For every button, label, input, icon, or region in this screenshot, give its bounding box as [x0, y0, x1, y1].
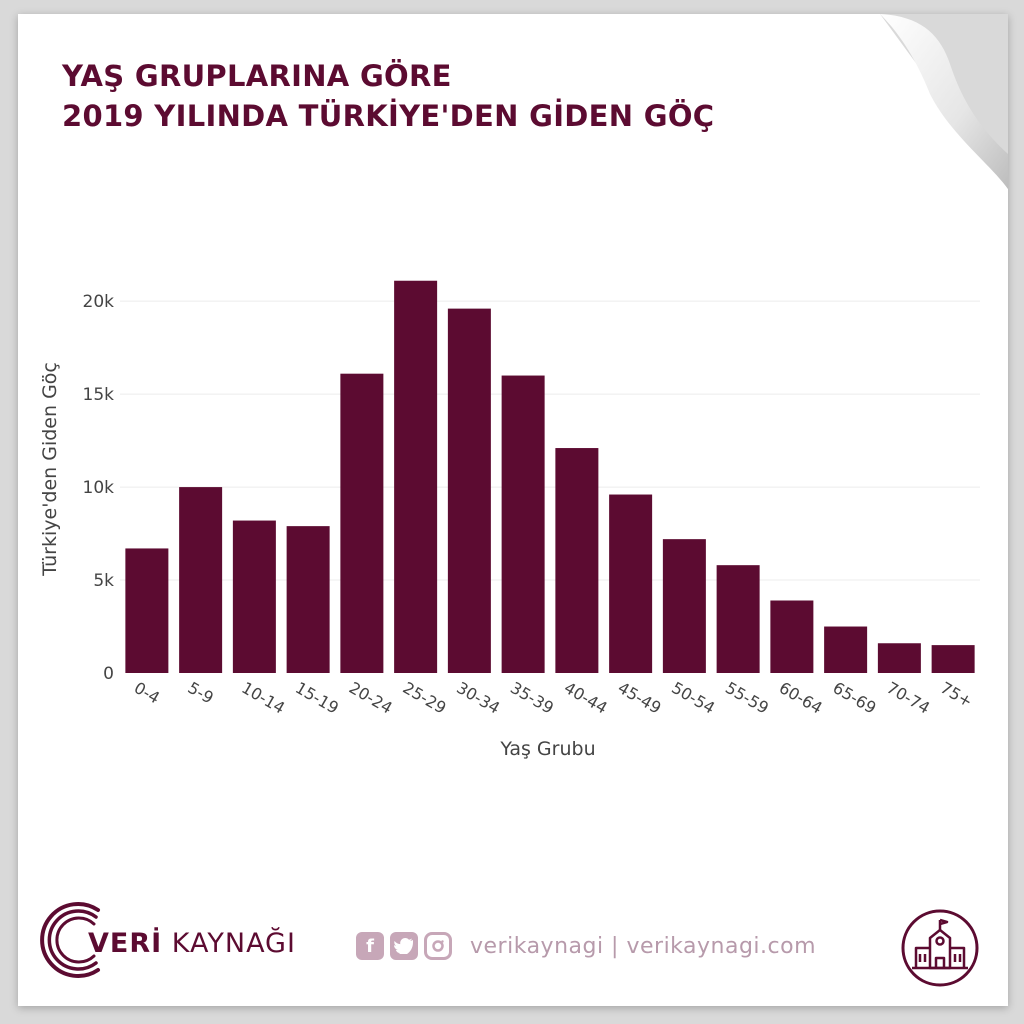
chart-title-line-1: YAŞ GRUPLARINA GÖRE	[62, 59, 452, 93]
x-tick-label: 10-14	[238, 678, 288, 718]
x-tick-label: 40-44	[561, 678, 611, 718]
bar-5-9[interactable]	[179, 487, 223, 673]
bar-10-14[interactable]	[232, 520, 276, 673]
y-tick-label: 15k	[83, 385, 115, 405]
x-tick-label: 45-49	[615, 678, 665, 718]
y-tick-label: 10k	[83, 478, 115, 498]
bar-60-64[interactable]	[770, 600, 814, 673]
bar-35-39[interactable]	[501, 375, 545, 673]
y-axis-label: Türkiye'den Giden Göç	[39, 362, 61, 577]
x-tick-label: 35-39	[507, 678, 557, 718]
bar-75+[interactable]	[931, 645, 975, 673]
x-tick-label: 55-59	[722, 678, 772, 718]
y-tick-label: 20k	[83, 292, 115, 312]
bar-70-74[interactable]	[877, 643, 921, 673]
y-tick-label: 5k	[93, 571, 114, 591]
x-tick-label: 20-24	[346, 678, 396, 718]
x-tick-label: 50-54	[668, 678, 718, 718]
bar-15-19[interactable]	[286, 526, 330, 673]
x-tick-label: 65-69	[830, 678, 880, 718]
y-axis-ticks: 0 5k 10k 15k 20k	[83, 292, 115, 684]
bar-40-44[interactable]	[555, 448, 599, 673]
bar-30-34[interactable]	[447, 308, 491, 673]
bar-50-54[interactable]	[662, 539, 706, 673]
x-axis-ticks: 0-4 5-9 10-14 15-19 20-24 25-29 30-34 35-39 40-4…	[131, 678, 976, 718]
x-tick-label: 15-19	[292, 678, 342, 718]
page-curl-icon	[880, 14, 1008, 189]
bar-25-29[interactable]	[394, 280, 438, 673]
x-tick-label: 70-74	[883, 678, 933, 718]
x-tick-label: 25-29	[400, 678, 450, 718]
bar-45-49[interactable]	[609, 494, 653, 673]
x-tick-label: 75+	[937, 678, 976, 711]
x-tick-label: 60-64	[776, 678, 826, 718]
x-tick-label: 0-4	[131, 678, 163, 708]
bar-55-59[interactable]	[716, 565, 760, 673]
bar-65-69[interactable]	[824, 626, 868, 673]
bar-20-24[interactable]	[340, 373, 384, 673]
y-tick-label: 0	[103, 664, 114, 684]
chart-title: YAŞ GRUPLARINA GÖRE 2019 YILINDA TÜRKİYE…	[62, 56, 714, 136]
x-tick-label: 5-9	[185, 678, 217, 708]
x-tick-label: 30-34	[453, 678, 503, 718]
bar-0-4[interactable]	[125, 548, 169, 673]
bars	[125, 280, 975, 673]
chart-title-line-2: 2019 YILINDA TÜRKİYE'DEN GİDEN GÖÇ	[62, 99, 715, 133]
x-axis-label: Yaş Grubu	[499, 738, 595, 760]
